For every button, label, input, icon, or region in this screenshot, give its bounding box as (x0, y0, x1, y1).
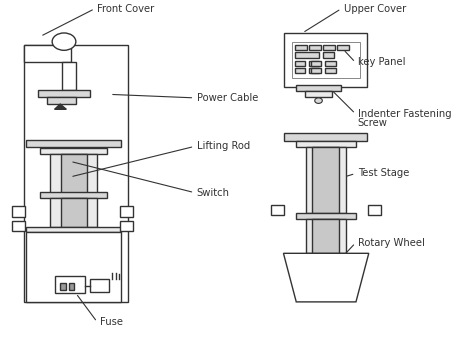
Text: Lifting Rod: Lifting Rod (197, 142, 250, 151)
Bar (337, 45, 349, 50)
Text: Upper Cover: Upper Cover (344, 4, 406, 14)
Bar (40, 192, 107, 198)
Text: key Panel: key Panel (358, 58, 405, 67)
Bar (306, 219, 346, 253)
Bar (295, 68, 305, 73)
Bar (368, 205, 381, 215)
Bar (24, 45, 71, 62)
Bar (38, 90, 90, 97)
Bar (296, 141, 356, 147)
Bar (60, 283, 66, 290)
Bar (312, 219, 339, 253)
Bar (284, 33, 367, 87)
Bar (50, 198, 97, 227)
Bar (311, 61, 321, 66)
Bar (61, 198, 87, 227)
Bar (47, 97, 76, 104)
Text: Rotary Wheel: Rotary Wheel (358, 238, 425, 248)
Bar (311, 68, 321, 73)
Bar (295, 61, 305, 66)
Bar (61, 154, 87, 193)
Text: Front Cover: Front Cover (97, 4, 155, 14)
Bar (12, 221, 25, 231)
Bar (12, 206, 25, 217)
Bar (309, 68, 319, 73)
Bar (309, 61, 319, 66)
Bar (325, 61, 336, 66)
Bar (323, 52, 334, 58)
Text: Power Cable: Power Cable (197, 93, 258, 103)
Bar (40, 148, 107, 154)
Bar (24, 45, 128, 302)
Bar (305, 91, 332, 97)
Bar (90, 279, 109, 292)
Bar (284, 133, 367, 141)
Bar (26, 140, 121, 147)
Bar (296, 213, 356, 219)
Text: Test Stage: Test Stage (358, 169, 409, 178)
Bar (120, 221, 133, 231)
Bar (295, 52, 319, 58)
Text: Indenter Fastening: Indenter Fastening (358, 109, 452, 119)
Polygon shape (55, 104, 66, 109)
Bar (306, 147, 346, 213)
Bar (62, 62, 76, 90)
Bar (295, 45, 307, 50)
Text: Screw: Screw (358, 118, 388, 128)
Bar (50, 154, 97, 193)
Bar (292, 42, 360, 78)
Bar (69, 283, 74, 290)
Bar (26, 232, 121, 302)
Bar (120, 206, 133, 217)
Bar (271, 205, 284, 215)
Text: Fuse: Fuse (100, 317, 123, 327)
Bar (323, 45, 335, 50)
Bar (296, 85, 341, 91)
Bar (55, 276, 85, 293)
Text: Switch: Switch (197, 188, 230, 197)
Circle shape (52, 33, 76, 50)
Bar (26, 227, 121, 232)
Bar (312, 147, 339, 213)
Bar (309, 45, 321, 50)
Bar (325, 68, 336, 73)
Polygon shape (283, 253, 369, 302)
Circle shape (315, 98, 322, 103)
